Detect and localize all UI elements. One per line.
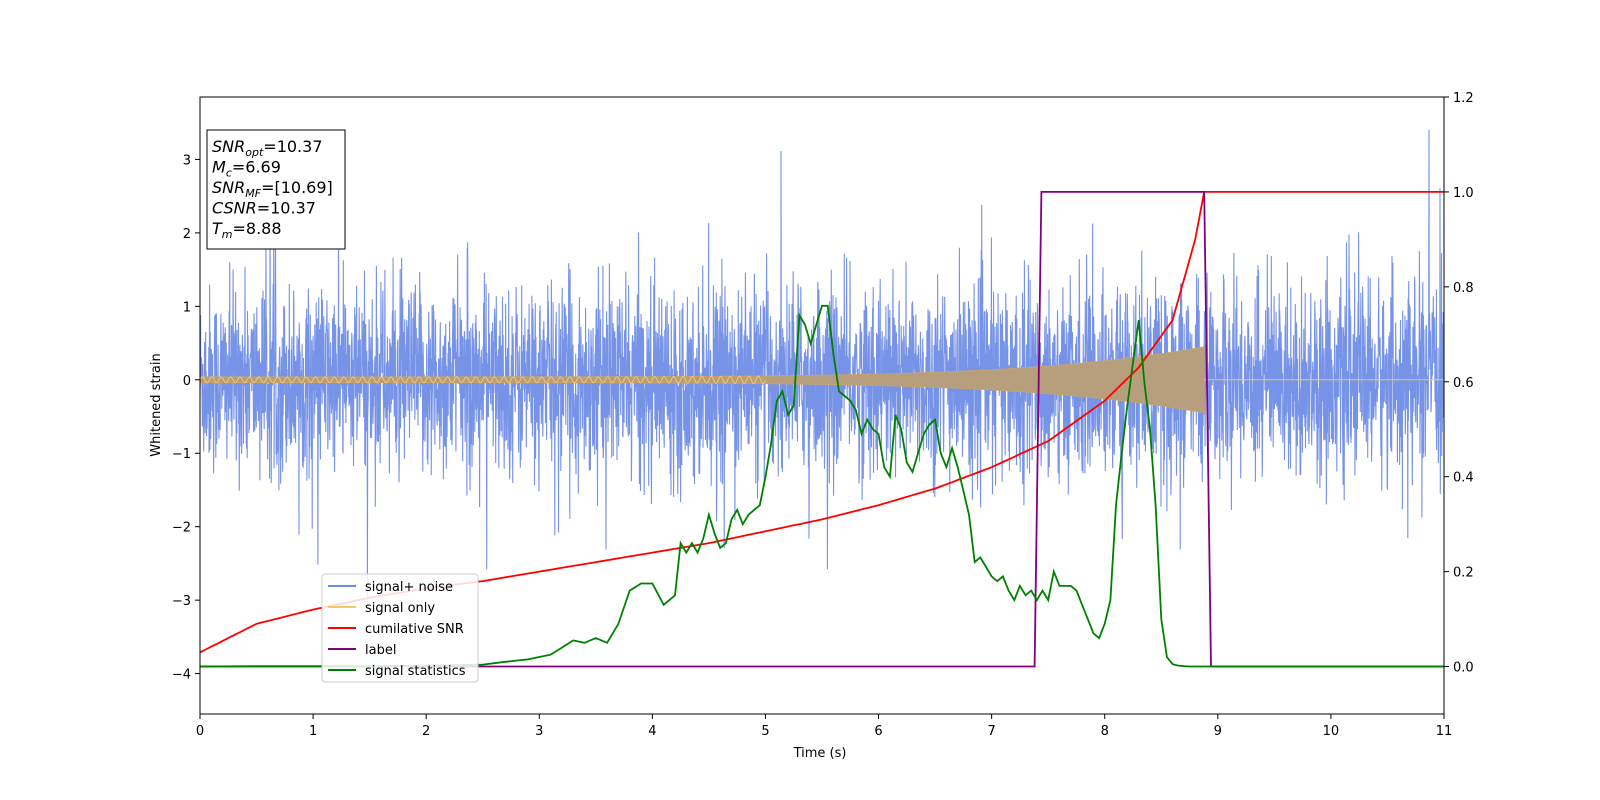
series-signal-only-wave	[200, 375, 766, 385]
x-tick-label: 1	[309, 724, 317, 739]
legend-label: signal statistics	[365, 664, 466, 679]
series-signal-only	[200, 346, 1205, 414]
y-axis-label: Whitened strain	[149, 353, 164, 456]
y2-tick-label: 0.6	[1453, 376, 1474, 391]
y-tick-label: −4	[172, 668, 191, 683]
x-tick-label: 5	[761, 724, 769, 739]
x-tick-label: 11	[1436, 724, 1453, 739]
annotation-line: CSNR=10.37	[212, 199, 316, 218]
annotation-box: SNRopt=10.37Mc=6.69SNRMF=[10.69]CSNR=10.…	[206, 129, 346, 250]
annotation-line: Tm=8.88	[212, 219, 282, 241]
y2-tick-label: 0.0	[1453, 661, 1474, 676]
legend-label: label	[365, 643, 396, 658]
y-tick-label: 1	[183, 300, 191, 315]
x-tick-label: 9	[1214, 724, 1222, 739]
x-tick-label: 3	[535, 724, 543, 739]
x-tick-label: 0	[196, 724, 204, 739]
y-tick-label: 0	[183, 374, 191, 389]
y2-tick-label: 0.8	[1453, 281, 1474, 296]
series-signal-noise	[200, 129, 1444, 605]
y2-tick-label: 0.2	[1453, 566, 1474, 581]
y-tick-label: −3	[172, 594, 191, 609]
series-signal-statistics	[200, 304, 1444, 668]
legend-label: signal+ noise	[365, 580, 453, 595]
x-tick-label: 4	[648, 724, 656, 739]
legend-label: cumilative SNR	[365, 622, 464, 637]
y-tick-label: −1	[172, 447, 191, 462]
y-tick-label: 2	[183, 227, 191, 242]
axes: 0 1 2 3 4 5 6 7 8 9 10 11 −4 −3 −2 −1 0 1 2 3 0.0 0.2 0.4 0.6 0.…	[172, 91, 1474, 739]
x-tick-label: 10	[1323, 724, 1340, 739]
y2-tick-label: 1.0	[1453, 186, 1474, 201]
annotation-frame	[206, 129, 346, 250]
legend: signal+ noise signal only cumilative SNR la…	[321, 573, 479, 683]
annotation-line: SNRopt=10.37	[212, 137, 323, 159]
plot-frame	[199, 96, 1445, 715]
y-tick-label: −2	[172, 521, 191, 536]
x-axis-label: Time (s)	[793, 746, 847, 761]
x-tick-label: 2	[422, 724, 430, 739]
annotation-line: Mc=6.69	[212, 158, 281, 180]
x-tick-label: 7	[987, 724, 995, 739]
y2-tick-label: 0.4	[1453, 471, 1474, 486]
legend-label: signal only	[365, 601, 435, 616]
legend-frame	[321, 573, 479, 683]
x-tick-label: 8	[1101, 724, 1109, 739]
annotation-line: SNRMF=[10.69]	[212, 178, 333, 200]
y2-tick-label: 1.2	[1453, 91, 1474, 106]
y-tick-label: 3	[183, 153, 191, 168]
x-tick-label: 6	[874, 724, 882, 739]
